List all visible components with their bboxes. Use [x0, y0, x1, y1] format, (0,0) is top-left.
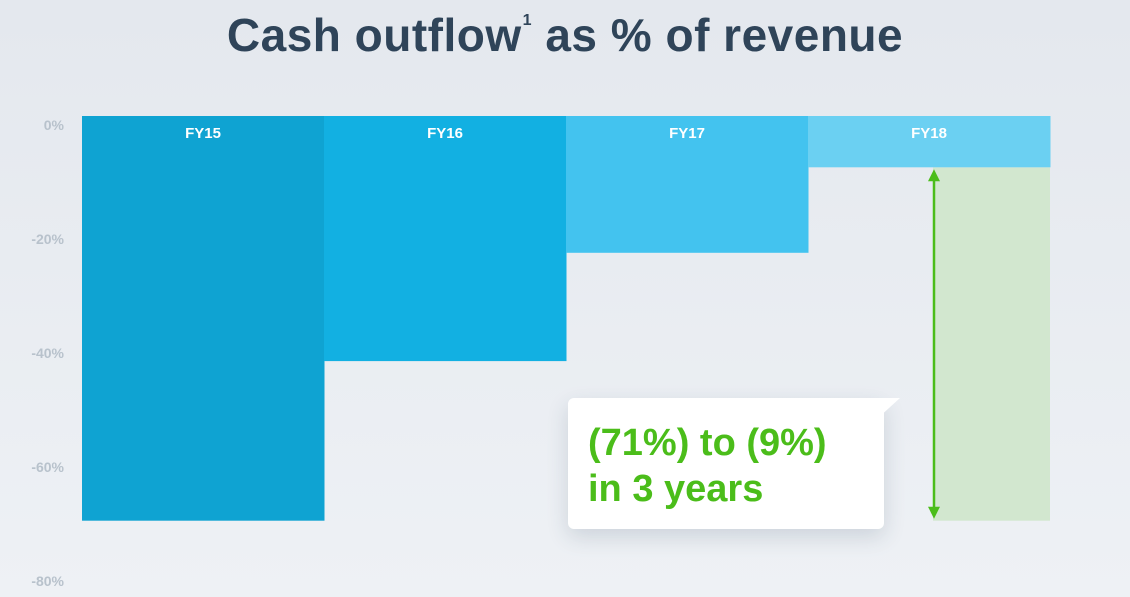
y-tick-label: -20%	[31, 231, 64, 247]
change-highlight-region	[933, 167, 1050, 521]
bar-fy16	[324, 116, 567, 362]
y-tick-label: -40%	[31, 345, 64, 361]
bar-fy18	[808, 116, 1051, 168]
y-tick-label: -60%	[31, 459, 64, 475]
callout-box: (71%) to (9%) in 3 years	[568, 398, 884, 529]
bar-fy15	[82, 116, 325, 521]
category-label: FY18	[911, 125, 947, 142]
arrow-head-down	[928, 506, 940, 519]
category-label: FY15	[185, 125, 221, 142]
category-label: FY17	[669, 125, 705, 142]
title-footnote: 1	[522, 12, 533, 29]
y-tick-label: 0%	[44, 117, 65, 133]
arrow-head-up	[928, 169, 940, 182]
title-text: Cash outflow	[226, 9, 522, 61]
callout-line-1: (71%) to (9%)	[588, 422, 827, 464]
callout-text: (71%) to (9%) in 3 years	[588, 420, 827, 512]
bar-fy17	[566, 116, 809, 253]
title-suffix: as % of revenue	[545, 9, 904, 61]
chart-title: Cash outflow1 as % of revenue	[0, 8, 1130, 62]
callout-tail	[878, 398, 900, 418]
y-tick-label: -80%	[31, 573, 64, 589]
category-label: FY16	[427, 125, 463, 142]
callout-line-2: in 3 years	[588, 468, 764, 510]
